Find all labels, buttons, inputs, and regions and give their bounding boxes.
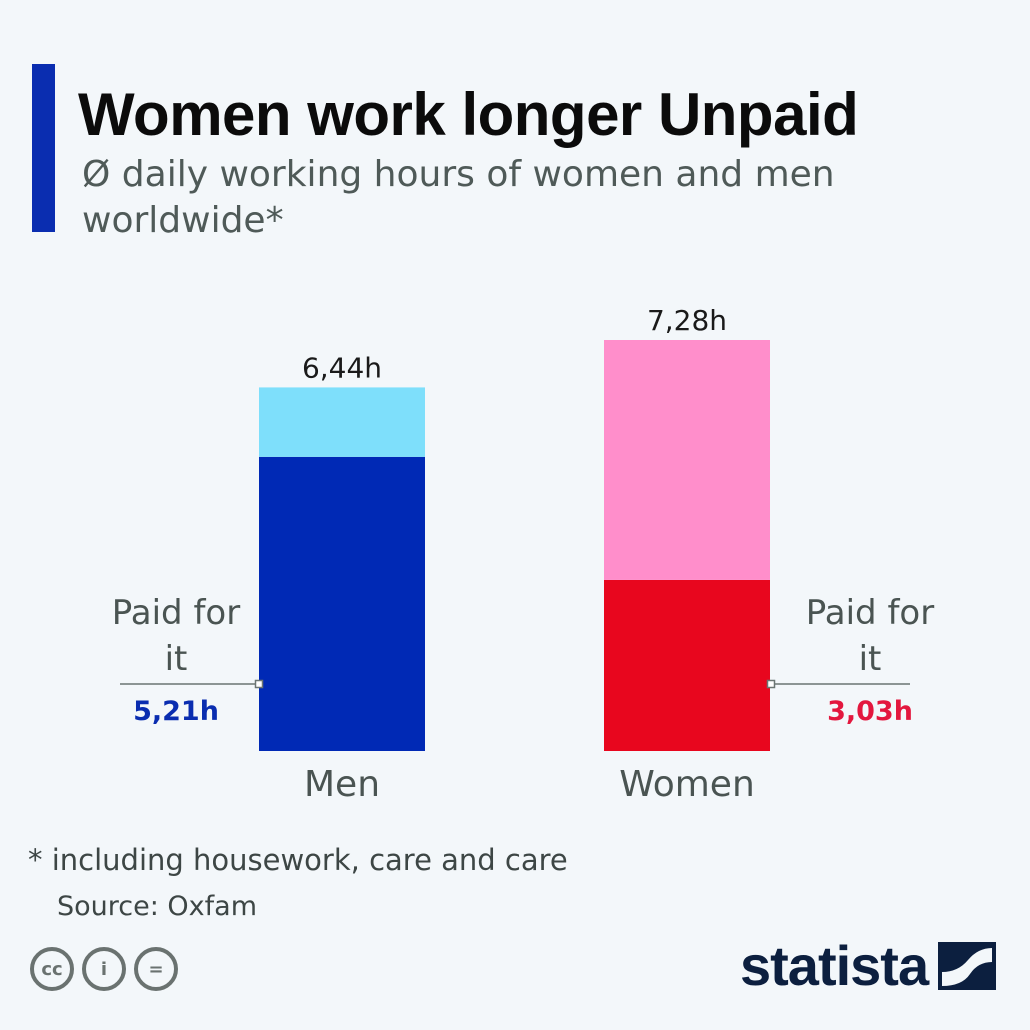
- paid-value-label-women: 3,03h: [827, 696, 913, 727]
- source-note: Source: Oxfam: [57, 891, 257, 922]
- no-derivatives-icon[interactable]: =: [134, 947, 178, 991]
- statista-wordmark: statista: [740, 934, 929, 997]
- total-label-women: 7,28h: [647, 304, 727, 337]
- category-label-men: Men: [304, 764, 380, 805]
- paid-annotation-line1-women: Paid for: [806, 593, 934, 633]
- paid-annotation-line1-men: Paid for: [112, 593, 240, 633]
- statista-logo[interactable]: statista: [740, 934, 997, 997]
- total-label-men: 6,44h: [302, 351, 382, 384]
- bar-men-paid: [259, 456, 425, 751]
- paid-leader-marker-women: [766, 679, 776, 689]
- stacked-bar-chart: 6,44h Men 7,28h Women Paid for it 5,21h Paid fo…: [112, 304, 934, 805]
- bar-women-paid: [604, 579, 770, 751]
- bar-women-unpaid: [604, 340, 770, 580]
- accent-bar: [32, 64, 55, 232]
- cc-icon[interactable]: cc: [30, 947, 74, 991]
- chart-subtitle: Ø daily working hours of women and men w…: [82, 154, 835, 241]
- category-label-women: Women: [619, 764, 755, 805]
- footnote: * including housework, care and care: [28, 843, 568, 877]
- statista-logo-icon: [938, 942, 997, 990]
- chart-title: Women work longer Unpaid: [78, 81, 859, 148]
- paid-leader-marker-men: [254, 679, 264, 689]
- bar-men-unpaid: [259, 387, 425, 457]
- license-icons: cc i =: [30, 947, 178, 991]
- paid-annotation-line2-women: it: [859, 639, 882, 679]
- paid-annotation-line2-men: it: [165, 639, 188, 679]
- attribution-icon[interactable]: i: [82, 947, 126, 991]
- paid-value-label-men: 5,21h: [133, 696, 219, 727]
